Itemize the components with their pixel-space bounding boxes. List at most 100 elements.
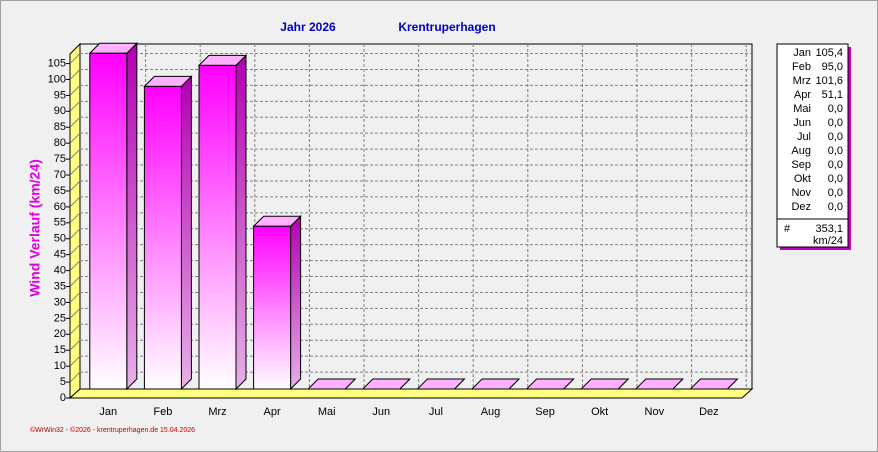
grid-line xyxy=(69,85,81,96)
bar-side xyxy=(235,54,247,391)
grid-line xyxy=(69,355,81,367)
legend-label: Dez xyxy=(791,201,811,213)
grid-line xyxy=(69,276,81,287)
grid-line xyxy=(69,228,81,240)
legend-value: 0,0 xyxy=(828,145,843,157)
y-tick-label: 0 xyxy=(60,392,66,404)
grid-line xyxy=(69,116,81,128)
legend-label: Nov xyxy=(791,187,811,199)
grid-line xyxy=(69,100,81,112)
y-tick-label: 75 xyxy=(54,153,66,165)
grid-line xyxy=(69,308,81,319)
y-tick-label: 70 xyxy=(54,169,66,181)
grid-line xyxy=(69,148,81,160)
x-tick-label: Okt xyxy=(591,406,608,418)
grid-line xyxy=(69,69,81,80)
x-tick-label: Aug xyxy=(481,406,501,418)
legend-value: 0,0 xyxy=(828,131,843,143)
grid-line xyxy=(69,339,81,351)
legend-value: 0,0 xyxy=(828,103,843,115)
y-tick-label: 60 xyxy=(54,201,66,213)
legend-value: 0,0 xyxy=(828,187,843,199)
legend-label: Sep xyxy=(791,159,811,171)
legend-label: Aug xyxy=(791,145,811,157)
x-tick-label: Nov xyxy=(645,406,665,418)
y-tick-label: 85 xyxy=(54,121,66,133)
bar xyxy=(198,64,237,390)
legend-label: Mrz xyxy=(793,75,811,87)
legend xyxy=(776,43,849,248)
bar-top xyxy=(306,378,357,390)
y-tick-label: 80 xyxy=(54,137,66,149)
grid-line xyxy=(69,260,81,271)
bar-top xyxy=(525,378,575,390)
x-tick-label: Mai xyxy=(318,406,336,418)
bar-side xyxy=(180,75,192,391)
grid-line xyxy=(69,196,81,208)
bar-top xyxy=(470,378,521,390)
legend-label: Apr xyxy=(794,89,811,101)
y-tick-label: 50 xyxy=(54,233,66,245)
legend-value: 0,0 xyxy=(828,117,843,129)
bar-top xyxy=(416,378,466,390)
legend-label: Jul xyxy=(797,131,811,143)
bar-top xyxy=(634,378,685,390)
y-tick-label: 40 xyxy=(54,264,66,276)
legend-label: Mai xyxy=(793,103,811,115)
bar-top xyxy=(579,378,630,390)
y-tick-label: 10 xyxy=(54,360,66,372)
y-tick-label: 25 xyxy=(54,312,66,324)
y-tick-label: 65 xyxy=(54,185,66,197)
legend-total-symbol: # xyxy=(784,223,791,235)
grid-line xyxy=(69,212,81,224)
floor xyxy=(68,388,754,399)
grid-line xyxy=(69,180,81,192)
legend-value: 51,1 xyxy=(822,89,843,101)
legend-value: 0,0 xyxy=(828,159,843,171)
chart-title: Jahr 2026 xyxy=(280,20,336,34)
y-tick-label: 5 xyxy=(60,376,66,388)
legend-value: 95,0 xyxy=(822,61,843,73)
x-tick-label: Sep xyxy=(535,406,555,418)
y-tick-label: 100 xyxy=(48,73,66,85)
y-tick-label: 90 xyxy=(54,105,66,117)
grid-line xyxy=(69,323,81,335)
footer: ©WrWin32 - ©2026 - krentruperhagen.de 15… xyxy=(30,426,195,434)
bar-side xyxy=(290,215,302,391)
x-tick-label: Jun xyxy=(372,406,390,418)
y-tick-label: 30 xyxy=(54,296,66,308)
x-tick-label: Dez xyxy=(699,406,719,418)
bar xyxy=(89,52,128,390)
y-tick-label: 55 xyxy=(54,217,66,229)
legend-total: 353,1 xyxy=(815,223,843,235)
bar-side xyxy=(126,42,138,391)
chart-subtitle: Krentruperhagen xyxy=(398,20,495,34)
legend-label: Jan xyxy=(793,47,811,59)
y-axis-label: Wind Verlauf (km/24) xyxy=(27,159,43,297)
x-tick-label: Apr xyxy=(264,406,281,418)
legend-label: Okt xyxy=(794,173,811,185)
legend-unit: km/24 xyxy=(813,235,843,247)
grid-line xyxy=(69,371,81,383)
y-tick-label: 95 xyxy=(54,89,66,101)
legend-value: 0,0 xyxy=(828,173,843,185)
y-tick-label: 45 xyxy=(54,249,66,261)
grid-line xyxy=(69,53,81,64)
bar-top xyxy=(689,378,739,390)
bar-top xyxy=(361,378,412,390)
legend-value: 0,0 xyxy=(828,201,843,213)
legend-value: 101,6 xyxy=(815,75,843,87)
x-tick-label: Mrz xyxy=(208,406,226,418)
y-tick-label: 15 xyxy=(54,344,66,356)
grid-line xyxy=(69,164,81,176)
legend-value: 105,4 xyxy=(815,47,843,59)
legend-label: Feb xyxy=(792,61,811,73)
y-tick-label: 20 xyxy=(54,328,66,340)
grid-line xyxy=(69,244,81,256)
bar xyxy=(253,225,292,390)
legend-label: Jun xyxy=(793,117,811,129)
grid-line xyxy=(69,132,81,144)
x-tick-label: Jul xyxy=(429,406,443,418)
x-tick-label: Jan xyxy=(99,406,117,418)
